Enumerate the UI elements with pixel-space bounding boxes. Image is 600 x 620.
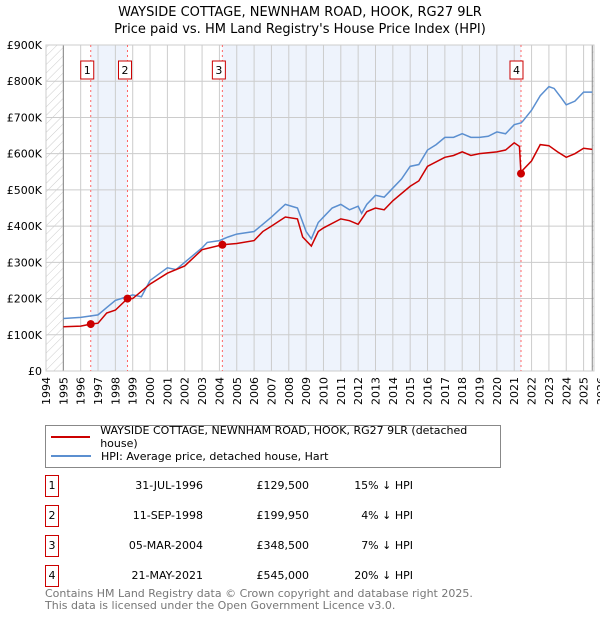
x-tick-label: 2003 [196, 377, 209, 405]
x-tick-label: 2002 [179, 377, 192, 405]
x-tick-label: 2012 [352, 377, 365, 405]
chart-title: WAYSIDE COTTAGE, NEWNHAM ROAD, HOOK, RG2… [118, 5, 482, 20]
footer-line-1: Contains HM Land Registry data © Crown c… [45, 587, 473, 600]
price-chart: 1994 1995 1996 1997 1998 1999 2000 2001 2002 2003… [7, 39, 600, 405]
sale-marker-badge: 2 [45, 505, 59, 527]
legend-label-hpi: HPI: Average price, detached house, Hart [101, 449, 329, 463]
sale-label: 4 [513, 64, 520, 77]
sale-row: 4 21-MAY-2021 £545,000 20% ↓ HPI [45, 565, 465, 587]
y-tick-label: £300K [7, 256, 43, 269]
sale-point [516, 169, 525, 178]
x-tick-label: 2020 [491, 377, 504, 405]
shaded-ownership-period [90, 45, 128, 371]
x-tick-label: 2021 [508, 377, 521, 405]
hatched-region-pre-data [46, 45, 64, 371]
x-tick-label: 2010 [317, 377, 330, 405]
y-tick-label: £100K [7, 329, 43, 342]
sale-label: 3 [215, 64, 222, 77]
sale-label: 1 [84, 64, 91, 77]
x-tick-label: 2009 [300, 377, 313, 405]
x-tick-label: 2016 [422, 377, 435, 405]
sale-row: 2 11-SEP-1998 £199,950 4% ↓ HPI [45, 505, 465, 527]
sale-price: £348,500 [256, 539, 310, 552]
sale-label-box [80, 60, 95, 80]
y-tick-label: £600K [7, 148, 43, 161]
y-tick-label: £500K [7, 184, 43, 197]
sale-date: 05-MAR-2004 [128, 539, 203, 552]
x-tick-label: 2006 [248, 377, 261, 405]
x-tick-label: 2007 [265, 377, 278, 405]
y-tick-label: £200K [7, 293, 43, 306]
sale-marker-badge: 3 [45, 535, 59, 557]
x-tick-label: 2018 [456, 377, 469, 405]
y-tick-label: £700K [7, 111, 43, 124]
x-tick-label: 2026 [595, 377, 600, 405]
sale-label-box [211, 60, 226, 80]
x-tick-label: 2019 [474, 377, 487, 405]
sale-point [123, 294, 132, 303]
legend: WAYSIDE COTTAGE, NEWNHAM ROAD, HOOK, RG2… [45, 424, 501, 468]
x-tick-label: 1999 [127, 377, 140, 405]
sale-label-box [509, 60, 524, 80]
legend-swatch-hpi [51, 455, 91, 457]
x-tick-label: 2022 [526, 377, 539, 405]
chart-subtitle: Price paid vs. HM Land Registry's House … [114, 22, 486, 37]
x-tick-label: 2023 [543, 377, 556, 405]
sale-marker-badge: 4 [45, 565, 59, 587]
sale-row: 1 31-JUL-1996 £129,500 15% ↓ HPI [45, 475, 465, 497]
footer-line-2: This data is licensed under the Open Gov… [45, 599, 396, 612]
sale-marker-badge: 1 [45, 475, 59, 497]
sale-price: £129,500 [256, 479, 310, 492]
x-tick-label: 2013 [369, 377, 382, 405]
x-tick-label: 2025 [578, 377, 591, 405]
x-tick-label: 2017 [439, 377, 452, 405]
sale-point [218, 240, 227, 249]
sale-date: 21-MAY-2021 [131, 569, 203, 582]
legend-label-property: WAYSIDE COTTAGE, NEWNHAM ROAD, HOOK, RG2… [100, 424, 468, 450]
y-tick-label: £900K [7, 39, 43, 52]
sale-hpi-diff: 7% ↓ HPI [361, 539, 413, 552]
sale-label-box [118, 60, 133, 80]
shaded-ownership-period [222, 45, 521, 371]
sale-hpi-diff: 15% ↓ HPI [354, 479, 413, 492]
sale-row: 3 05-MAR-2004 £348,500 7% ↓ HPI [45, 535, 465, 557]
x-tick-label: 1996 [75, 377, 88, 405]
x-tick-label: 2000 [144, 377, 157, 405]
x-tick-label: 1994 [40, 377, 53, 405]
sale-date: 11-SEP-1998 [132, 509, 203, 522]
x-tick-label: 1998 [109, 377, 122, 405]
x-tick-label: 2008 [283, 377, 296, 405]
hpi-line [63, 85, 593, 320]
y-tick-label: £800K [7, 75, 43, 88]
x-tick-label: 2004 [213, 377, 226, 405]
sale-hpi-diff: 4% ↓ HPI [361, 509, 413, 522]
x-tick-label: 2015 [404, 377, 417, 405]
x-tick-label: 1997 [92, 377, 105, 405]
x-tick-label: 2011 [335, 377, 348, 405]
x-tick-label: 1995 [57, 377, 70, 405]
footer: Contains HM Land Registry data © Crown c… [45, 588, 473, 612]
sale-price: £545,000 [256, 569, 310, 582]
y-tick-label: £0 [28, 365, 42, 378]
plot-border [45, 44, 595, 372]
x-tick-label: 2024 [560, 377, 573, 405]
sale-point [86, 320, 95, 329]
legend-swatch-property [51, 436, 91, 438]
sale-hpi-diff: 20% ↓ HPI [354, 569, 413, 582]
x-tick-label: 2014 [387, 377, 400, 405]
x-tick-label: 2005 [231, 377, 244, 405]
sale-date: 31-JUL-1996 [135, 479, 203, 492]
sale-price: £199,950 [256, 509, 310, 522]
hatched-region-post-data [592, 45, 594, 371]
y-tick-label: £400K [7, 220, 43, 233]
sale-label: 2 [122, 64, 129, 77]
x-tick-label: 2001 [161, 377, 174, 405]
